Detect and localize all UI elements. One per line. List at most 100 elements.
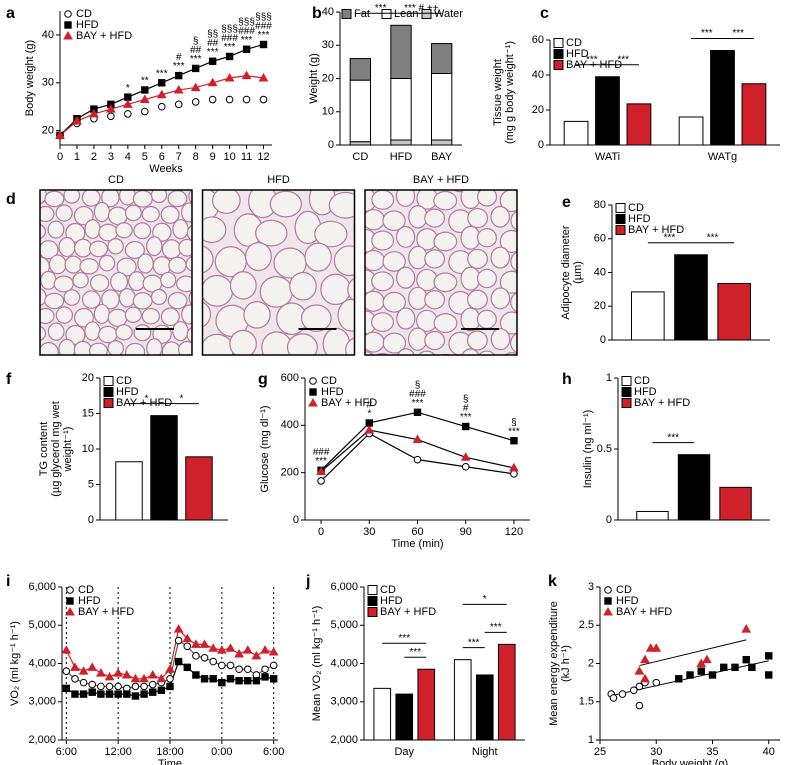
adipocyte [146, 236, 163, 257]
adipocyte [55, 306, 73, 324]
legend-swatch [621, 398, 632, 408]
adipocyte [371, 190, 395, 210]
adipocyte [148, 190, 157, 191]
x-tick-label: 18:00 [156, 746, 184, 758]
adipocyte [79, 258, 99, 275]
x-tick-label: 12 [257, 151, 269, 163]
micrograph-title: BAY + HFD [413, 174, 469, 186]
legend-label: Fat [354, 8, 370, 20]
marker [261, 665, 269, 674]
y-axis-label: Glucose (mg dl⁻¹) [259, 405, 271, 492]
x-tick-label: 35 [706, 746, 718, 758]
adipocyte [73, 340, 93, 355]
legend-label: Water [434, 8, 463, 20]
adipocyte [44, 292, 65, 310]
y-axis-label: Tissue weight [492, 59, 504, 126]
adipocyte [150, 190, 168, 204]
bar [475, 674, 494, 741]
adipocyte [397, 348, 415, 355]
marker [225, 643, 236, 652]
bar [115, 461, 143, 521]
marker [765, 652, 773, 660]
marker [316, 466, 326, 475]
marker [259, 95, 268, 104]
y-tick-label: 1 [588, 734, 594, 746]
legend-label: BAY + HFD [116, 397, 172, 409]
bar-segment [390, 24, 412, 79]
legend-swatch [553, 60, 564, 70]
marker [200, 653, 209, 662]
adipocyte [304, 242, 332, 272]
adipocyte [181, 202, 192, 223]
y-tick-label: 20 [82, 372, 94, 384]
y-axis-label: Mean energy expenditure [548, 601, 560, 726]
marker [166, 675, 174, 683]
y-axis-label: Insulin (ng ml⁻¹) [582, 410, 594, 489]
adipocyte [424, 208, 446, 228]
significance-label: * [367, 409, 371, 420]
x-tick-label: 1 [74, 151, 80, 163]
marker [175, 71, 183, 80]
adipocyte [382, 332, 407, 354]
marker [123, 690, 131, 698]
marker [645, 643, 656, 652]
y-tick-label: 400 [281, 419, 299, 431]
adipocyte [337, 298, 355, 332]
y-tick-label: 200 [281, 467, 299, 479]
adipocyte [491, 166, 509, 186]
adipocyte [424, 249, 446, 269]
marker [640, 654, 650, 664]
marker [702, 654, 712, 664]
y-tick-label: 15 [82, 407, 94, 419]
adipocyte [40, 223, 46, 240]
adipocyte [228, 162, 259, 190]
adipocyte [365, 290, 385, 312]
micrograph-title: CD [108, 174, 124, 186]
marker [765, 671, 773, 679]
marker [139, 94, 150, 104]
y-tick-label: 2 [588, 657, 594, 669]
y-tick-label: 20 [322, 72, 334, 84]
x-tick-label: Night [472, 746, 498, 758]
x-tick-label: 12:00 [104, 746, 132, 758]
significance-label: ** [141, 76, 149, 87]
marker [192, 671, 200, 679]
adipocyte [186, 326, 192, 344]
y-tick-label: 1 [606, 372, 612, 384]
significance-label: ## [207, 38, 219, 49]
significance-label: *** [190, 54, 202, 65]
marker [182, 633, 193, 643]
y-tick-label: 4,000 [28, 657, 56, 669]
adipocyte [382, 210, 406, 231]
x-axis-label: Body weight (g) [652, 758, 728, 765]
y-tick-label: 30 [322, 39, 334, 51]
bar [741, 83, 767, 146]
adipocyte [255, 219, 288, 247]
y-axis-label: Weight (g) [308, 53, 320, 104]
marker [87, 662, 98, 671]
marker [105, 682, 114, 691]
adipocyte [107, 238, 124, 255]
marker [209, 657, 217, 666]
adipocyte [53, 275, 74, 293]
adipocyte [490, 246, 511, 269]
significance-label: ### [409, 389, 426, 400]
legend-swatch [553, 49, 564, 59]
marker [697, 667, 705, 675]
legend-swatch [381, 9, 392, 19]
marker [226, 661, 235, 670]
adipocyte [161, 239, 182, 260]
bar [636, 510, 669, 521]
y-tick-label: 6,000 [28, 581, 56, 593]
marker [509, 462, 519, 472]
adipocyte [433, 313, 458, 334]
marker [158, 79, 166, 87]
marker [235, 677, 243, 685]
bar-segment [390, 78, 412, 141]
legend-label: BAY + HFD [628, 224, 684, 236]
legend-marker [66, 586, 74, 594]
marker [141, 86, 149, 94]
adipocyte [129, 170, 145, 189]
marker [634, 666, 645, 675]
legend-marker [66, 597, 74, 605]
